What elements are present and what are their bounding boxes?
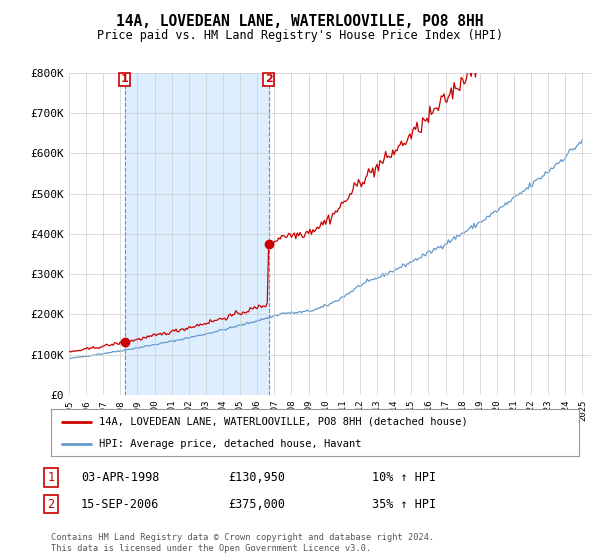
Text: 14A, LOVEDEAN LANE, WATERLOOVILLE, PO8 8HH: 14A, LOVEDEAN LANE, WATERLOOVILLE, PO8 8… [116,14,484,29]
Text: 35% ↑ HPI: 35% ↑ HPI [372,497,436,511]
Text: 15-SEP-2006: 15-SEP-2006 [81,497,160,511]
Text: Price paid vs. HM Land Registry's House Price Index (HPI): Price paid vs. HM Land Registry's House … [97,29,503,42]
Text: HPI: Average price, detached house, Havant: HPI: Average price, detached house, Hava… [98,438,361,449]
Text: £375,000: £375,000 [228,497,285,511]
Text: 1: 1 [47,470,55,484]
Text: 2: 2 [265,74,272,85]
Text: 1: 1 [121,74,128,85]
Text: 2: 2 [47,497,55,511]
Text: 03-APR-1998: 03-APR-1998 [81,470,160,484]
Text: 10% ↑ HPI: 10% ↑ HPI [372,470,436,484]
Bar [125,73,269,395]
Text: 14A, LOVEDEAN LANE, WATERLOOVILLE, PO8 8HH (detached house): 14A, LOVEDEAN LANE, WATERLOOVILLE, PO8 8… [98,417,467,427]
Text: £130,950: £130,950 [228,470,285,484]
Text: Contains HM Land Registry data © Crown copyright and database right 2024.
This d: Contains HM Land Registry data © Crown c… [51,533,434,553]
